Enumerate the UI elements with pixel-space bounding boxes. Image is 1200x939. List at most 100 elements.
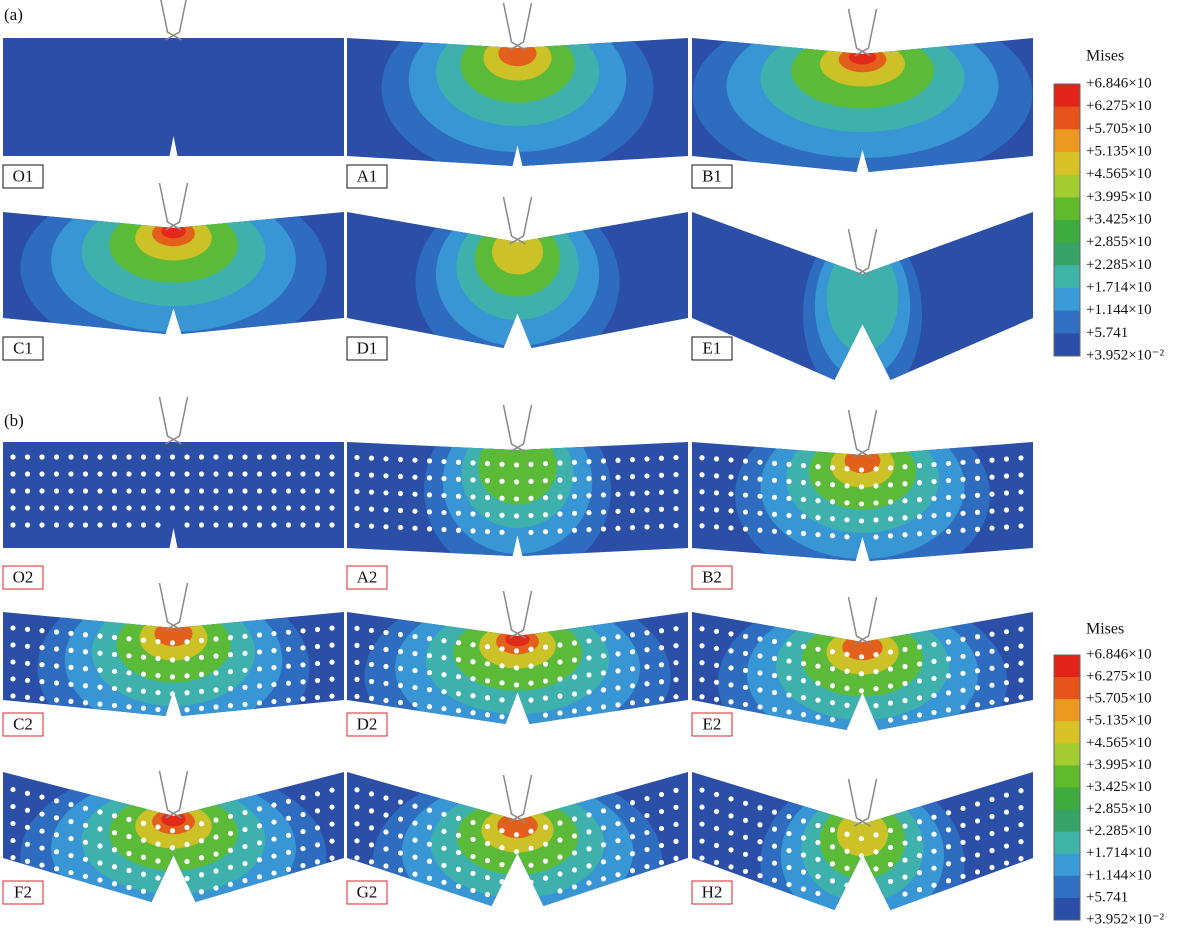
hole	[699, 472, 705, 478]
hole	[155, 471, 161, 477]
hole	[184, 522, 190, 528]
hole	[1003, 860, 1010, 866]
hole	[10, 854, 16, 861]
legend-label: +1.714×10	[1086, 845, 1152, 861]
hole	[184, 841, 190, 848]
legend-label: +5.135×10	[1086, 143, 1152, 159]
hole	[815, 663, 821, 669]
hole	[169, 454, 176, 460]
hole	[441, 475, 447, 482]
hole	[53, 454, 60, 460]
hole	[169, 828, 176, 834]
hole	[542, 841, 549, 847]
hole	[815, 680, 821, 686]
hole	[383, 663, 389, 670]
hole	[39, 662, 45, 668]
hole	[542, 678, 549, 684]
hole	[557, 871, 563, 877]
hole	[140, 471, 147, 477]
hole	[329, 659, 335, 665]
beam	[3, 38, 344, 156]
hole	[397, 648, 404, 655]
hole	[945, 827, 952, 833]
hole	[111, 813, 118, 819]
hole	[329, 505, 335, 511]
hole	[873, 703, 879, 709]
hole	[227, 847, 234, 853]
hole	[757, 653, 763, 659]
hole	[989, 491, 995, 497]
hole	[24, 790, 31, 796]
hole	[644, 681, 650, 687]
hole	[742, 684, 749, 691]
hole	[300, 696, 306, 702]
hole	[354, 659, 360, 666]
hole	[397, 631, 404, 638]
hole	[412, 871, 418, 877]
hole	[571, 527, 578, 533]
hole	[615, 525, 621, 531]
hole	[39, 845, 45, 851]
hole	[412, 803, 418, 809]
hole	[815, 839, 821, 846]
hole	[742, 633, 749, 640]
hole	[873, 686, 879, 692]
hole	[757, 856, 763, 862]
hole	[629, 683, 636, 689]
hole	[97, 522, 103, 528]
hole	[644, 490, 650, 496]
hole	[285, 866, 292, 872]
hole	[600, 526, 607, 532]
hole	[97, 667, 103, 673]
hole	[242, 684, 248, 690]
stress-field	[699, 442, 1024, 561]
hole	[887, 717, 894, 723]
hole	[126, 670, 132, 676]
hole	[484, 857, 491, 864]
hole	[24, 488, 31, 494]
hole	[742, 650, 749, 657]
legend-swatch	[1054, 853, 1080, 877]
hole	[829, 844, 836, 850]
hole	[586, 880, 592, 886]
hole	[354, 505, 360, 512]
hole	[931, 461, 937, 468]
hole	[499, 512, 505, 518]
hole	[887, 827, 894, 834]
hole	[742, 492, 749, 498]
hole	[571, 833, 578, 839]
indenter	[502, 2, 533, 51]
hole	[441, 492, 447, 499]
stress-field	[381, 38, 654, 166]
hole	[441, 845, 447, 851]
hole	[484, 712, 491, 718]
hole	[771, 528, 778, 534]
hole	[499, 680, 505, 686]
hole	[285, 454, 292, 460]
hole	[412, 667, 418, 674]
hole	[256, 632, 263, 638]
hole	[314, 660, 321, 667]
hole	[757, 805, 763, 811]
hole	[644, 664, 650, 670]
hole	[169, 640, 176, 646]
hole	[412, 684, 418, 691]
hole	[53, 522, 60, 528]
panel-label: C1	[13, 338, 33, 357]
hole	[184, 858, 190, 865]
hole	[557, 888, 563, 894]
hole	[557, 676, 563, 682]
hole	[989, 796, 995, 803]
hole	[314, 808, 321, 814]
hole	[242, 860, 248, 867]
hole	[271, 454, 277, 460]
hole	[771, 689, 778, 696]
hole	[455, 657, 462, 663]
hole	[140, 871, 147, 877]
legend-swatch	[1054, 310, 1080, 334]
hole	[1003, 646, 1010, 652]
legend-title: Mises	[1086, 621, 1124, 638]
hole	[844, 668, 850, 674]
hole	[455, 527, 462, 533]
